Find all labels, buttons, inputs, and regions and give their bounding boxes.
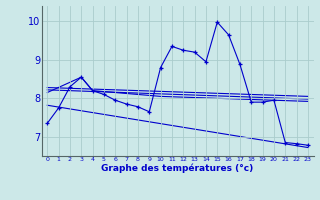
X-axis label: Graphe des températures (°c): Graphe des températures (°c) <box>101 164 254 173</box>
